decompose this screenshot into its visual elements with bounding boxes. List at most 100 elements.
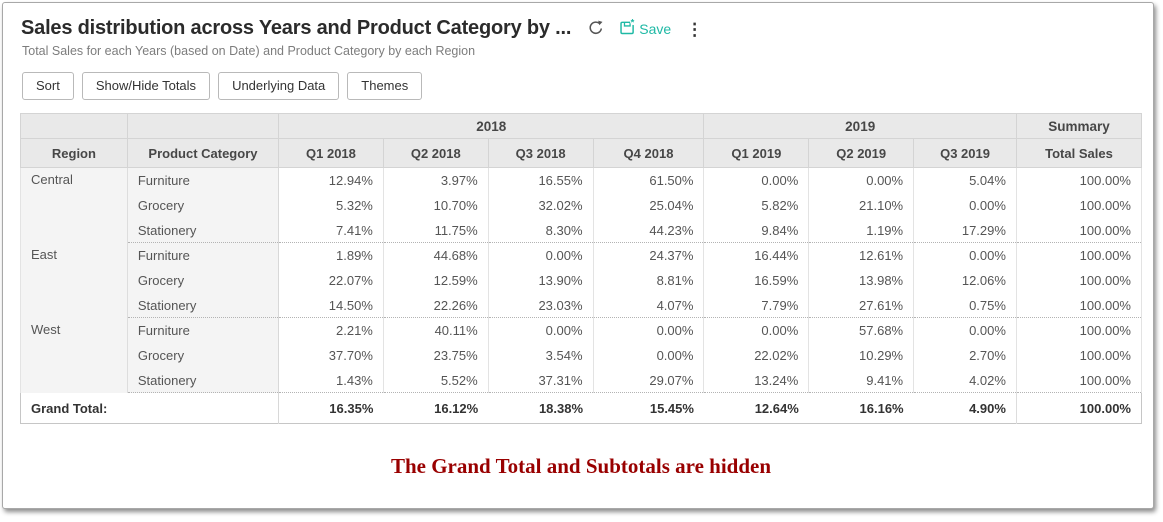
value-cell: 12.94% bbox=[278, 167, 384, 193]
value-cell: 37.70% bbox=[278, 342, 384, 368]
empty-header-cell bbox=[126, 113, 280, 140]
col-header-region: Region bbox=[20, 138, 128, 169]
report-subtitle: Total Sales for each Years (based on Dat… bbox=[22, 44, 476, 58]
table-row: Grocery 22.07% 12.59% 13.90% 8.81% 16.59% 13.9… bbox=[21, 267, 1143, 293]
region-label: East bbox=[20, 242, 128, 318]
value-cell: 2.21% bbox=[278, 317, 384, 343]
value-cell: 100.00% bbox=[1015, 267, 1143, 293]
value-cell: 10.70% bbox=[382, 192, 489, 218]
value-cell: 21.10% bbox=[808, 192, 915, 218]
value-cell: 14.50% bbox=[278, 292, 384, 319]
value-cell: 0.00% bbox=[913, 192, 1017, 218]
category-label: Stationery bbox=[126, 292, 280, 319]
value-cell: 32.02% bbox=[487, 192, 594, 218]
grand-total-value-cell: 16.12% bbox=[383, 392, 489, 424]
value-cell: 8.30% bbox=[487, 217, 594, 244]
value-cell: 3.54% bbox=[487, 342, 594, 368]
toolbar: Sort Show/Hide Totals Underlying Data Th… bbox=[3, 58, 1153, 101]
region-label: West bbox=[20, 317, 128, 393]
value-cell: 0.00% bbox=[808, 167, 915, 193]
value-cell: 9.84% bbox=[703, 217, 810, 244]
value-cell: 100.00% bbox=[1015, 242, 1143, 268]
col-header-q3-2019: Q3 2019 bbox=[913, 138, 1017, 169]
col-header-product-category: Product Category bbox=[126, 138, 280, 169]
col-header-total-sales: Total Sales bbox=[1015, 138, 1143, 169]
value-cell: 7.41% bbox=[278, 217, 384, 244]
col-header-q1-2019: Q1 2019 bbox=[703, 138, 810, 169]
value-cell: 27.61% bbox=[808, 292, 915, 319]
category-label: Stationery bbox=[126, 217, 280, 244]
year-group-header-row: 2018 2019 Summary bbox=[20, 113, 1143, 140]
value-cell: 44.23% bbox=[592, 217, 705, 244]
col-header-q2-2019: Q2 2019 bbox=[808, 138, 915, 169]
column-header-row: Region Product Category Q1 2018 Q2 2018 … bbox=[20, 138, 1143, 169]
value-cell: 37.31% bbox=[487, 367, 594, 394]
category-label: Furniture bbox=[126, 242, 280, 268]
save-label: Save bbox=[639, 21, 672, 37]
value-cell: 4.02% bbox=[913, 367, 1017, 394]
value-cell: 40.11% bbox=[382, 317, 489, 343]
refresh-button[interactable] bbox=[587, 19, 605, 40]
grand-total-value-cell: 16.35% bbox=[278, 392, 384, 424]
value-cell: 25.04% bbox=[592, 192, 705, 218]
category-label: Grocery bbox=[126, 192, 280, 218]
value-cell: 0.00% bbox=[703, 317, 810, 343]
table-row: Grocery 37.70% 23.75% 3.54% 0.00% 22.02% 10.29… bbox=[21, 342, 1143, 368]
value-cell: 8.81% bbox=[592, 267, 705, 293]
value-cell: 4.07% bbox=[592, 292, 705, 319]
value-cell: 7.79% bbox=[703, 292, 810, 319]
value-cell: 0.75% bbox=[913, 292, 1017, 319]
value-cell: 13.24% bbox=[703, 367, 810, 394]
report-header: Sales distribution across Years and Prod… bbox=[3, 3, 1153, 40]
table-row: Grocery 5.32% 10.70% 32.02% 25.04% 5.82% 21.10… bbox=[21, 192, 1143, 218]
grand-total-value-cell: 100.00% bbox=[1015, 392, 1142, 424]
value-cell: 0.00% bbox=[487, 317, 594, 343]
col-header-q2-2018: Q2 2018 bbox=[382, 138, 489, 169]
summary-group-header: Summary bbox=[1015, 113, 1143, 140]
year-group-2019: 2019 bbox=[703, 113, 1017, 140]
value-cell: 10.29% bbox=[808, 342, 915, 368]
refresh-icon bbox=[587, 19, 605, 40]
empty-header-cell bbox=[20, 113, 128, 140]
annotation-text: The Grand Total and Subtotals are hidden bbox=[390, 454, 772, 479]
pivot-table-body: Central Furniture 12.94% 3.97% 16.55% 61.50% 0… bbox=[20, 167, 1143, 394]
pivot-table: 2018 2019 Summary Region Product Categor… bbox=[20, 113, 1143, 425]
grand-total-value-cell: 16.16% bbox=[808, 392, 914, 424]
value-cell: 9.41% bbox=[808, 367, 915, 394]
value-cell: 44.68% bbox=[382, 242, 489, 268]
value-cell: 17.29% bbox=[913, 217, 1017, 244]
region-label: Central bbox=[20, 167, 128, 243]
category-label: Furniture bbox=[126, 317, 280, 343]
table-row: Stationery 7.41% 11.75% 8.30% 44.23% 9.84% 1.1… bbox=[21, 217, 1143, 244]
themes-button[interactable]: Themes bbox=[347, 72, 423, 101]
more-options-button[interactable]: ⋮ bbox=[684, 21, 705, 38]
table-row: Stationery 1.43% 5.52% 37.31% 29.07% 13.24% 9.… bbox=[21, 367, 1143, 394]
page-title: Sales distribution across Years and Prod… bbox=[21, 16, 572, 39]
value-cell: 0.00% bbox=[703, 167, 810, 193]
grand-total-label: Grand Total: bbox=[20, 392, 280, 424]
value-cell: 0.00% bbox=[592, 342, 705, 368]
value-cell: 0.00% bbox=[487, 242, 594, 268]
show-hide-totals-button[interactable]: Show/Hide Totals bbox=[81, 72, 211, 101]
grand-total-value-cell: 15.45% bbox=[593, 392, 704, 424]
value-cell: 13.90% bbox=[487, 267, 594, 293]
grand-total-row: Grand Total: 16.35% 16.12% 18.38% 15.45% 12.… bbox=[20, 392, 1142, 424]
sort-button[interactable]: Sort bbox=[22, 72, 74, 101]
value-cell: 13.98% bbox=[808, 267, 915, 293]
value-cell: 100.00% bbox=[1015, 342, 1143, 368]
value-cell: 0.00% bbox=[913, 242, 1017, 268]
underlying-data-button[interactable]: Underlying Data bbox=[218, 72, 340, 101]
value-cell: 1.89% bbox=[278, 242, 384, 268]
table-row: Stationery 14.50% 22.26% 23.03% 4.07% 7.79% 27… bbox=[21, 292, 1143, 319]
value-cell: 22.02% bbox=[703, 342, 810, 368]
value-cell: 5.32% bbox=[278, 192, 384, 218]
category-label: Furniture bbox=[126, 167, 280, 193]
value-cell: 100.00% bbox=[1015, 317, 1143, 343]
save-button[interactable]: * Save bbox=[618, 17, 672, 40]
col-header-q1-2018: Q1 2018 bbox=[278, 138, 384, 169]
value-cell: 5.52% bbox=[382, 367, 489, 394]
value-cell: 24.37% bbox=[592, 242, 705, 268]
table-row: Central Furniture 12.94% 3.97% 16.55% 61.50% 0… bbox=[20, 167, 1143, 243]
value-cell: 100.00% bbox=[1015, 292, 1143, 319]
value-cell: 22.07% bbox=[278, 267, 384, 293]
